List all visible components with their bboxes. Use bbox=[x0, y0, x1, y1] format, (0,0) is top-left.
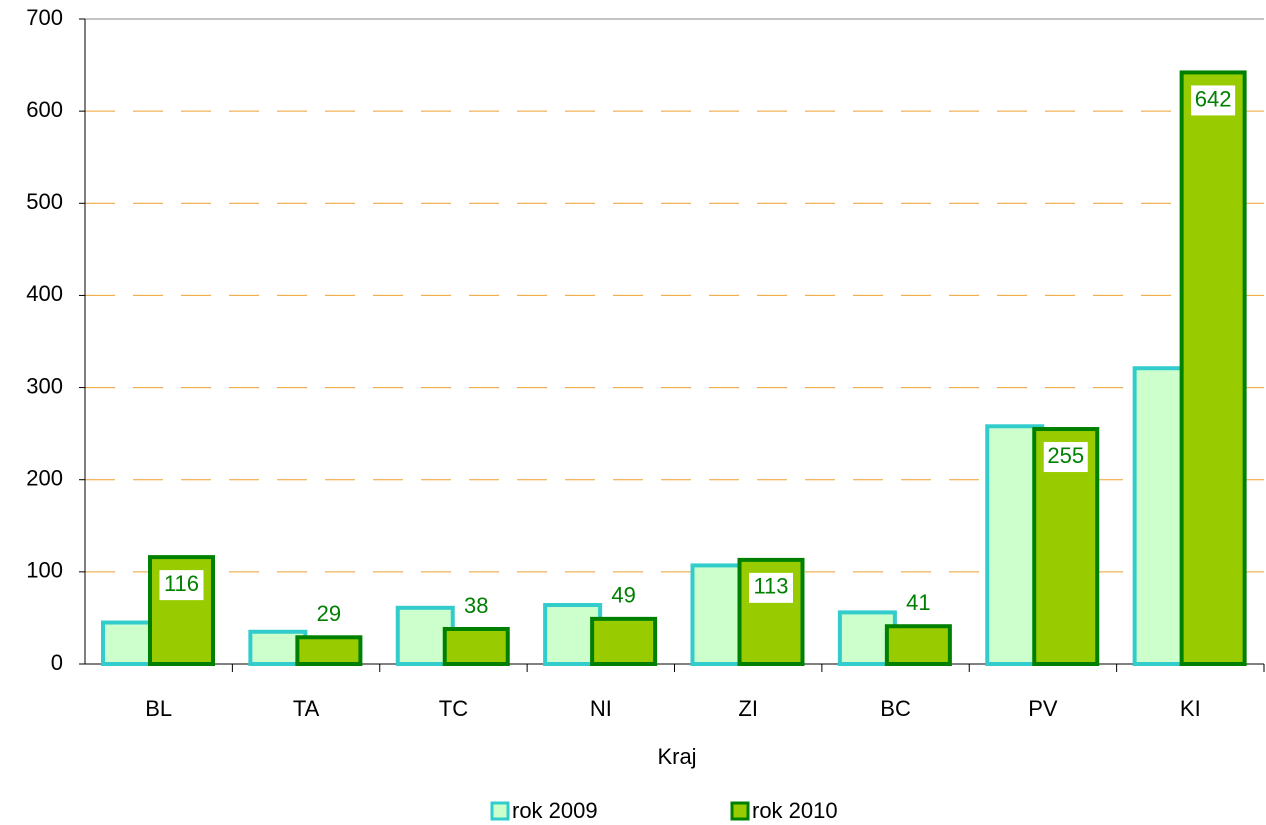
x-tick-label: TC bbox=[439, 696, 468, 721]
bar bbox=[442, 626, 510, 667]
x-tick-label: NI bbox=[590, 696, 612, 721]
y-tick-label: 200 bbox=[26, 466, 63, 491]
bar bbox=[295, 635, 363, 666]
y-tick-label: 0 bbox=[51, 650, 63, 675]
x-tick-label: BL bbox=[145, 696, 172, 721]
data-label: 29 bbox=[317, 601, 341, 626]
y-tick-label: 300 bbox=[26, 373, 63, 398]
x-tick-label: BC bbox=[880, 696, 911, 721]
data-label-bg bbox=[1191, 85, 1236, 116]
bar bbox=[884, 624, 952, 667]
data-label: 642 bbox=[1195, 86, 1232, 111]
y-tick-label: 100 bbox=[26, 558, 63, 583]
x-tick-label: TA bbox=[293, 696, 320, 721]
data-label: 255 bbox=[1047, 443, 1084, 468]
data-label: 116 bbox=[164, 571, 199, 596]
y-tick-label: 700 bbox=[26, 5, 63, 30]
data-label-bg bbox=[749, 572, 793, 603]
x-tick-label: ZI bbox=[738, 696, 758, 721]
x-axis-title: Kraj bbox=[657, 744, 696, 769]
data-label: 113 bbox=[753, 574, 788, 599]
data-label-bg bbox=[1043, 442, 1088, 473]
y-tick-label: 600 bbox=[26, 97, 63, 122]
legend-label: rok 2010 bbox=[752, 798, 838, 823]
bar bbox=[590, 616, 658, 666]
bar bbox=[1179, 70, 1247, 666]
legend-swatch bbox=[490, 801, 510, 821]
legend-label: rok 2009 bbox=[512, 798, 598, 823]
data-label: 49 bbox=[611, 583, 635, 608]
data-label: 41 bbox=[906, 590, 930, 615]
data-label: 38 bbox=[464, 593, 488, 618]
x-tick-label: KI bbox=[1180, 696, 1201, 721]
legend-swatch bbox=[730, 801, 750, 821]
y-tick-label: 400 bbox=[26, 281, 63, 306]
y-tick-label: 500 bbox=[26, 189, 63, 214]
x-tick-label: PV bbox=[1028, 696, 1058, 721]
data-label-bg bbox=[159, 570, 204, 601]
